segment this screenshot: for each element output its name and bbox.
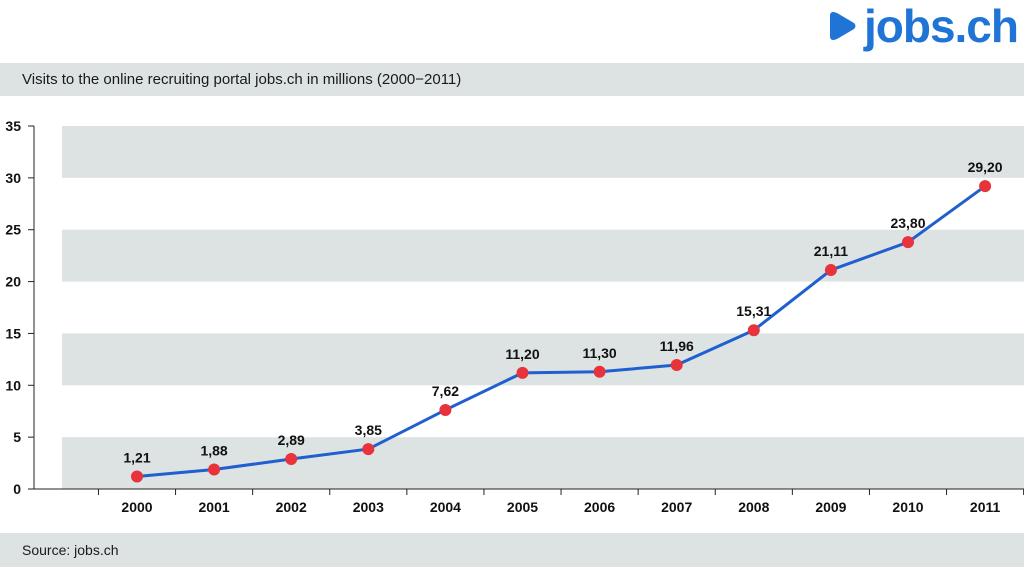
data-label: 23,80 (890, 215, 925, 231)
data-point (824, 264, 837, 277)
y-tick-label: 15 (5, 325, 21, 341)
data-point (362, 443, 375, 456)
x-tick-label: 2009 (815, 499, 846, 515)
data-point (439, 403, 452, 416)
chart-title: Visits to the online recruiting portal j… (22, 71, 462, 88)
data-point (747, 324, 760, 337)
logo-text: jobs.ch (863, 0, 1019, 52)
x-tick-label: 2010 (892, 499, 923, 515)
data-label: 11,20 (505, 346, 539, 362)
data-label: 3,85 (355, 422, 382, 438)
y-tick-label: 30 (5, 170, 21, 186)
grid-band (62, 126, 1024, 178)
data-point (902, 236, 914, 249)
brand-logo: jobs.ch (828, 0, 1019, 52)
x-tick-label: 2000 (121, 499, 152, 515)
x-tick-label: 2007 (661, 499, 692, 515)
x-tick-label: 2005 (507, 499, 538, 515)
data-label: 1,88 (200, 443, 227, 459)
x-tick-label: 2002 (276, 499, 307, 515)
data-label: 29,20 (968, 159, 1003, 175)
play-icon (829, 12, 856, 40)
data-point (670, 358, 683, 371)
y-tick-label: 25 (5, 222, 21, 238)
data-label: 2,89 (278, 432, 305, 448)
x-tick-label: 2011 (970, 499, 1001, 515)
data-point (285, 453, 298, 466)
grid-band (62, 437, 1024, 489)
data-point (979, 180, 992, 193)
y-tick-label: 10 (5, 377, 21, 393)
source-note: Source: jobs.ch (22, 542, 119, 558)
y-tick-label: 35 (5, 118, 21, 134)
y-tick-label: 0 (13, 481, 21, 497)
data-point (208, 463, 221, 476)
grid-band (62, 333, 1024, 386)
source-bar: Source: jobs.ch (0, 533, 1024, 567)
x-tick-label: 2008 (738, 499, 769, 515)
data-point (131, 470, 143, 483)
data-label: 11,96 (660, 338, 694, 354)
data-label: 7,62 (432, 383, 459, 399)
data-point (593, 365, 606, 378)
data-label: 1,21 (123, 449, 150, 465)
x-tick-label: 2001 (199, 499, 230, 515)
data-point (516, 366, 529, 379)
x-tick-label: 2003 (353, 499, 384, 515)
data-label: 11,30 (582, 345, 616, 361)
x-tick-label: 2006 (584, 499, 615, 515)
data-label: 21,11 (814, 243, 848, 259)
grid-band (62, 229, 1024, 282)
title-bar: Visits to the online recruiting portal j… (0, 63, 1024, 96)
x-tick-label: 2004 (430, 499, 461, 515)
data-label: 15,31 (736, 303, 771, 319)
series-line (136, 184, 986, 478)
y-tick-label: 20 (5, 274, 21, 290)
y-tick-label: 5 (13, 429, 21, 445)
line-chart: 0 5 10 15 20 25 30 35 2000 2001 2002 2003 2004 2005 20… (5, 118, 1024, 515)
